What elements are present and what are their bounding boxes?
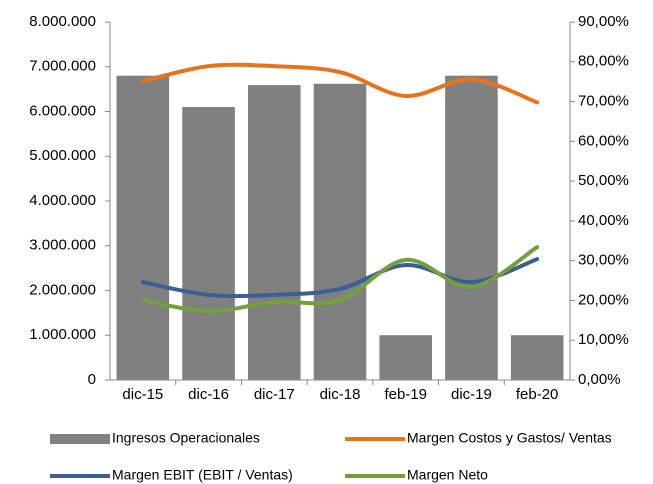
y2-tick-label: 80,00% — [578, 53, 629, 70]
y2-tick-label: 90,00% — [578, 13, 629, 30]
y2-tick-label: 20,00% — [578, 291, 629, 308]
legend-label: Margen Neto — [407, 467, 488, 483]
bar — [510, 335, 564, 380]
x-tick-label: dic-15 — [122, 386, 163, 403]
y2-tick-label: 30,00% — [578, 252, 629, 269]
y-tick-label: 8.000.000 — [29, 13, 96, 30]
legend-label: Margen EBIT (EBIT / Ventas) — [112, 467, 293, 483]
y-tick-label: 3.000.000 — [29, 237, 96, 254]
bar — [182, 107, 235, 381]
line-series — [140, 257, 540, 299]
y2-tick-label: 0,00% — [578, 371, 621, 388]
line-series — [140, 245, 540, 314]
x-tick-label: dic-18 — [320, 386, 361, 403]
x-tick-label: dic-16 — [188, 386, 229, 403]
y-tick-label: 0 — [88, 371, 96, 388]
line-series — [140, 62, 540, 105]
bar — [116, 75, 170, 380]
bar — [445, 75, 498, 380]
x-tick-label: feb-19 — [384, 386, 427, 403]
legend-label: Ingresos Operacionales — [112, 430, 260, 446]
legend-swatch — [50, 434, 110, 444]
y2-tick-label: 50,00% — [578, 172, 629, 189]
y-tick-label: 4.000.000 — [29, 192, 96, 209]
y2-tick-label: 40,00% — [578, 212, 629, 229]
y-tick-label: 2.000.000 — [29, 281, 96, 298]
y2-tick-label: 60,00% — [578, 132, 629, 149]
legend-label: Margen Costos y Gastos/ Ventas — [407, 430, 612, 446]
x-tick-label: dic-17 — [254, 386, 295, 403]
x-tick-label: dic-19 — [451, 386, 492, 403]
y-tick-label: 6.000.000 — [29, 102, 96, 119]
bar — [379, 335, 432, 380]
bar — [313, 83, 367, 380]
y2-tick-label: 70,00% — [578, 93, 629, 110]
y-tick-label: 7.000.000 — [29, 58, 96, 75]
y2-tick-label: 10,00% — [578, 331, 629, 348]
x-tick-label: feb-20 — [516, 386, 559, 403]
bar — [248, 85, 301, 380]
y-tick-label: 5.000.000 — [29, 147, 96, 164]
y-tick-label: 1.000.000 — [29, 326, 96, 343]
